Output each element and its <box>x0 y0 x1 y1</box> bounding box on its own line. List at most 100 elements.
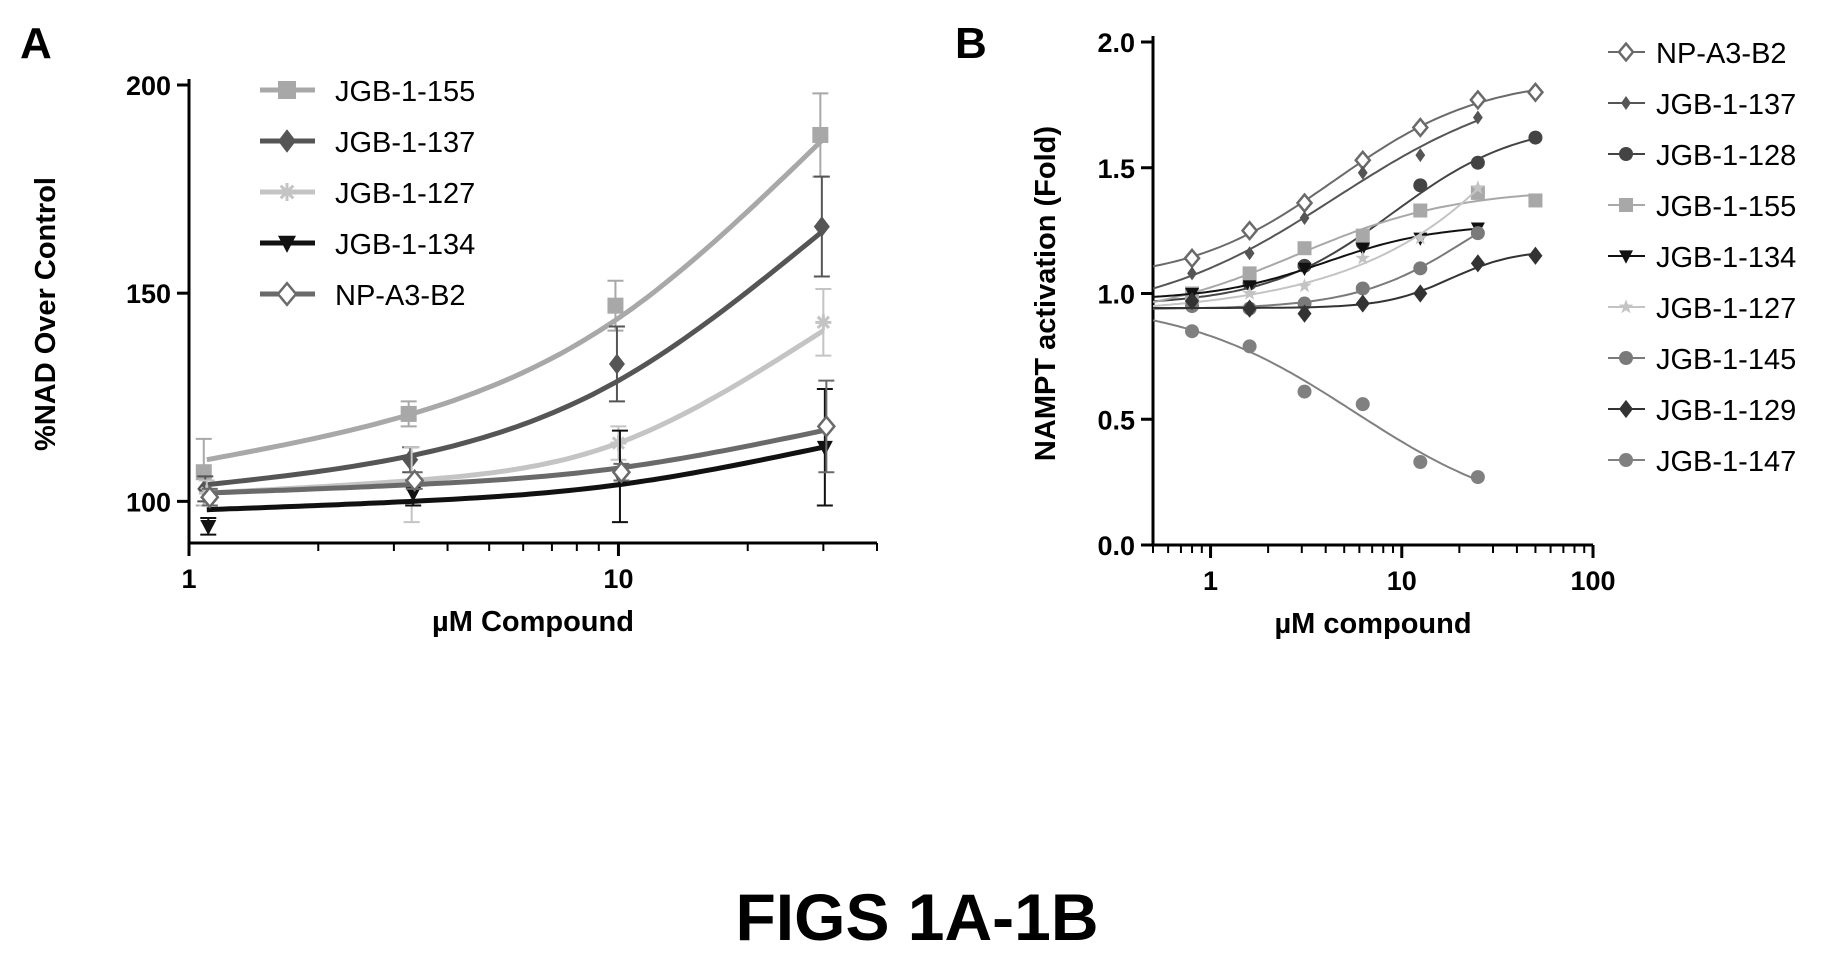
x-tick-label: 100 <box>1570 566 1615 596</box>
data-point <box>610 435 627 452</box>
fit-curve <box>206 444 824 513</box>
fit-curve <box>1152 319 1479 482</box>
legend-label: JGB-1-145 <box>1656 344 1796 376</box>
y-axis-title: NAMPT activation (Fold) <box>1030 126 1062 461</box>
x-tick-label: 1 <box>1203 566 1218 596</box>
data-point <box>1470 254 1485 273</box>
legend-label: JGB-1-127 <box>335 178 475 210</box>
legend-label: NP-A3-B2 <box>335 280 466 312</box>
data-point <box>1411 117 1429 138</box>
data-point <box>1413 178 1428 193</box>
data-point <box>1355 250 1371 265</box>
panel-b-chart: 0.0 0.5 1.0 1.5 2.0 1 10 100 µM compound NAMPT ac… <box>1030 28 1796 640</box>
fit-curve <box>1152 119 1479 290</box>
legend-marker <box>1619 250 1633 264</box>
legend-label: JGB-1-127 <box>1656 293 1796 325</box>
data-point <box>812 126 829 143</box>
data-point <box>607 297 624 314</box>
legend-item: JGB-1-155 <box>260 76 475 108</box>
legend-marker <box>1618 299 1634 314</box>
y-tick-label: 0.5 <box>1097 405 1135 435</box>
x-tick-label: 1 <box>181 564 196 594</box>
data-point <box>405 468 425 493</box>
data-point <box>1355 397 1370 412</box>
data-point <box>1526 81 1545 103</box>
legend-label: NP-A3-B2 <box>1656 38 1787 70</box>
data-point <box>1240 220 1259 241</box>
fit-curve <box>206 228 825 488</box>
legend-item: JGB-1-129 <box>1608 395 1796 427</box>
fit-curve <box>1152 89 1536 268</box>
data-point <box>1413 203 1428 218</box>
data-point <box>200 485 220 509</box>
data-point <box>1297 384 1312 399</box>
legend-item: JGB-1-127 <box>1608 293 1796 325</box>
data-point <box>405 486 422 502</box>
legend-marker <box>278 81 296 99</box>
data-point <box>1469 89 1487 111</box>
y-tick-label: 150 <box>126 279 171 309</box>
legend-marker <box>1619 453 1633 467</box>
data-point <box>1244 246 1255 261</box>
legend-label: JGB-1-137 <box>335 127 475 159</box>
data-point <box>1415 148 1426 163</box>
data-point <box>1242 266 1257 281</box>
y-tick-label: 0.0 <box>1097 531 1135 561</box>
legend-marker <box>1619 351 1633 365</box>
legend-label: JGB-1-134 <box>335 229 475 261</box>
data-point <box>1413 284 1428 303</box>
data-point <box>813 216 830 237</box>
legend: JGB-1-155 JGB-1-137 JGB-1-127 JGB-1-134 NP-A… <box>260 76 475 312</box>
legend-marker <box>1619 198 1633 212</box>
legend-item: JGB-1-155 <box>1608 191 1796 223</box>
data-point <box>195 464 212 481</box>
data-point <box>815 314 832 331</box>
series-NP-A3-B2 <box>200 379 836 509</box>
legend-item: JGB-1-134 <box>260 229 475 261</box>
legend-item: JGB-1-145 <box>1608 344 1796 376</box>
data-point <box>1355 281 1370 296</box>
legend-label: JGB-1-147 <box>1656 446 1796 478</box>
x-axis-title: µM compound <box>1274 608 1471 640</box>
fit-curve <box>1153 252 1536 309</box>
legend-label: JGB-1-128 <box>1656 140 1796 172</box>
legend-marker <box>1617 41 1635 63</box>
data-point <box>611 460 632 484</box>
data-point <box>816 440 833 457</box>
series-JGB-1-134 <box>200 387 833 536</box>
fit-curve <box>1152 188 1479 307</box>
legend: NP-A3-B2 JGB-1-137 JGB-1-128 JGB-1-155 JGB-1… <box>1608 38 1796 478</box>
data-point <box>1242 285 1257 300</box>
data-point <box>1472 110 1483 125</box>
legend-item: JGB-1-137 <box>1608 89 1796 121</box>
legend-item: JGB-1-147 <box>1608 446 1796 478</box>
panel-b-letter: B <box>955 19 987 68</box>
series-NP-A3-B2 <box>1152 81 1545 269</box>
data-point <box>1470 226 1485 241</box>
data-point <box>400 405 417 422</box>
data-point <box>816 414 836 438</box>
data-point <box>1297 262 1312 277</box>
legend-item: JGB-1-137 <box>260 127 475 159</box>
legend-marker <box>278 129 296 153</box>
data-point <box>1355 294 1370 313</box>
series-JGB-1-127 <box>198 288 832 524</box>
data-point <box>1297 304 1312 323</box>
data-point <box>1413 230 1428 245</box>
data-point <box>1185 291 1200 311</box>
data-point <box>402 449 419 471</box>
panel-a-letter: A <box>20 19 52 68</box>
fit-curve <box>206 428 824 496</box>
data-point <box>1413 455 1428 470</box>
data-point <box>1242 299 1257 318</box>
legend-marker <box>1621 96 1631 110</box>
series-JGB-1-129 <box>1153 246 1543 323</box>
legend-label: JGB-1-129 <box>1656 395 1796 427</box>
fit-curve <box>206 328 825 496</box>
legend-label: JGB-1-155 <box>1656 191 1796 223</box>
data-point <box>1413 261 1428 276</box>
data-point <box>608 353 625 375</box>
fit-curve <box>206 137 826 463</box>
y-tick-label: 2.0 <box>1097 28 1135 58</box>
